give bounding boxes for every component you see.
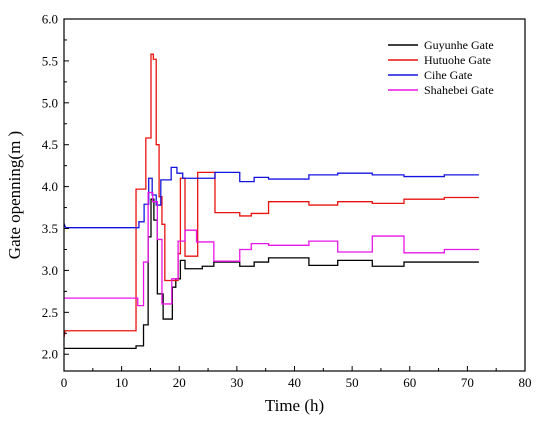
x-tick-label: 10 bbox=[115, 375, 128, 390]
series-line-hutuohe-gate bbox=[63, 53, 479, 338]
series-line-shahebei-gate bbox=[64, 191, 479, 307]
x-axis: 0 10 20 30 40 50 60 70 80 bbox=[61, 366, 532, 390]
y-tick-label: 3.0 bbox=[42, 263, 58, 278]
x-tick-label: 50 bbox=[346, 375, 359, 390]
x-tick-label: 60 bbox=[403, 375, 416, 390]
y-tick-label: 6.0 bbox=[42, 12, 58, 27]
y-tick-label: 5.5 bbox=[42, 53, 58, 68]
x-tick-label: 70 bbox=[461, 375, 474, 390]
y-tick-label: 2.0 bbox=[42, 347, 58, 362]
y-tick-label: 5.0 bbox=[42, 95, 58, 110]
x-tick-label: 80 bbox=[519, 375, 532, 390]
series-layer bbox=[63, 53, 479, 350]
legend-label: Cihe Gate bbox=[424, 68, 472, 82]
series-line-guyunhe-gate bbox=[64, 198, 479, 350]
y-axis-title: Gate openning(m ) bbox=[5, 131, 24, 259]
x-tick-label: 30 bbox=[230, 375, 243, 390]
x-tick-label: 40 bbox=[288, 375, 301, 390]
x-tick-label: 0 bbox=[61, 375, 68, 390]
legend-label: Guyunhe Gate bbox=[424, 38, 494, 52]
x-axis-title: Time (h) bbox=[265, 396, 324, 415]
legend-label: Shahebei Gate bbox=[424, 83, 494, 97]
x-tick-label: 20 bbox=[173, 375, 186, 390]
y-axis: 2.0 2.5 3.0 3.5 4.0 4.5 5.0 5.5 6.0 bbox=[42, 12, 69, 362]
series-line-cihe-gate bbox=[63, 166, 479, 229]
y-tick-label: 3.5 bbox=[42, 221, 58, 236]
y-tick-label: 4.0 bbox=[42, 179, 58, 194]
legend-label: Hutuohe Gate bbox=[424, 53, 491, 67]
y-tick-label: 4.5 bbox=[42, 137, 58, 152]
y-tick-label: 2.5 bbox=[42, 305, 58, 320]
